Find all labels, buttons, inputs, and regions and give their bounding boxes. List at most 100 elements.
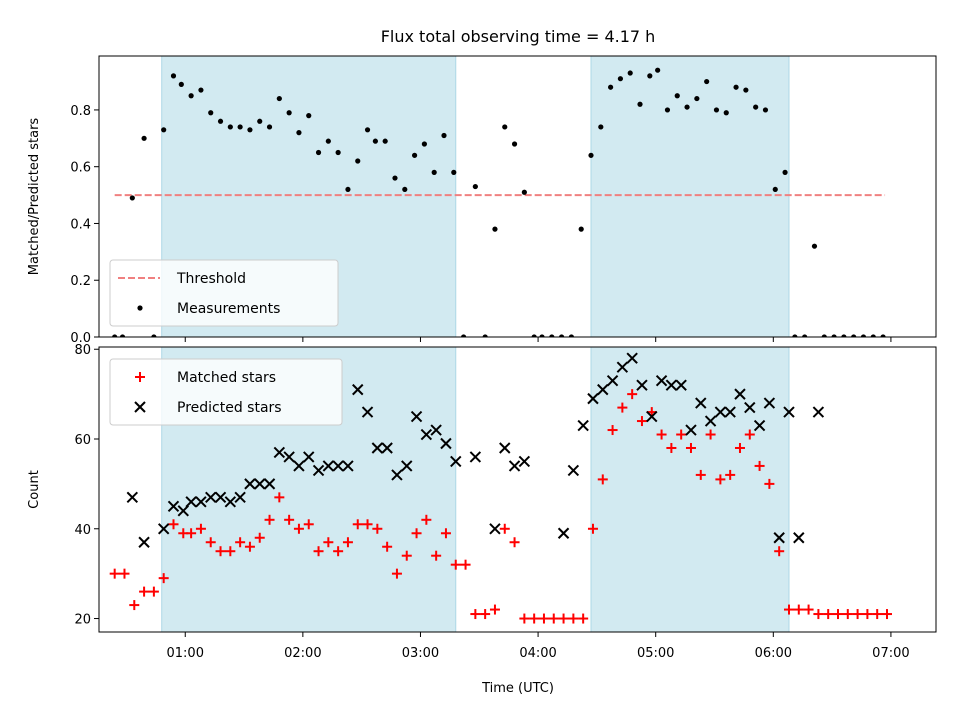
- y-tick-label: 80: [74, 343, 91, 358]
- predicted-point: [254, 478, 266, 490]
- x-tick-label: 03:00: [402, 646, 439, 661]
- measurement-point: [382, 138, 388, 144]
- predicted-point: [724, 406, 736, 418]
- measurement-point: [325, 138, 331, 144]
- measurement-point: [178, 81, 184, 87]
- matched-point: [519, 613, 530, 624]
- matched-point: [109, 568, 120, 579]
- matched-point: [734, 442, 745, 453]
- measurement-point: [364, 127, 371, 133]
- predicted-point: [655, 374, 668, 387]
- measurement-point: [141, 135, 147, 141]
- predicted-point: [167, 500, 180, 513]
- measurement-point: [112, 334, 118, 337]
- measurement-point: [119, 334, 126, 337]
- y-tick-label: 20: [74, 613, 91, 628]
- matched-point: [264, 514, 275, 525]
- matched-point: [764, 478, 775, 489]
- measurement-point: [296, 130, 302, 136]
- x-tick-label: 01:00: [167, 646, 204, 661]
- matched-point: [352, 519, 363, 530]
- measurement-point: [723, 110, 729, 116]
- predicted-point: [430, 424, 442, 436]
- matched-point: [774, 546, 785, 557]
- matched-point: [303, 519, 314, 530]
- measurement-point: [588, 152, 594, 158]
- y-tick-label: 0.2: [70, 274, 91, 289]
- measurement-point: [860, 334, 867, 337]
- matched-point: [607, 425, 618, 436]
- predicted-point: [205, 491, 217, 504]
- shaded-interval-2: [590, 346, 790, 633]
- matched-point: [568, 613, 579, 624]
- measurement-point: [402, 186, 408, 193]
- measurement-point: [772, 186, 778, 193]
- matched-point: [440, 528, 451, 539]
- figure-title: Flux total observing time = 4.17 h: [381, 27, 656, 46]
- predicted-point: [342, 460, 354, 472]
- predicted-point: [508, 460, 521, 472]
- matched-point: [470, 609, 481, 620]
- matched-point: [548, 613, 559, 624]
- predicted-point: [234, 491, 246, 504]
- matched-point: [186, 528, 197, 539]
- matched-point: [284, 514, 295, 525]
- measurement-point: [472, 183, 478, 190]
- shaded-interval-2: [590, 55, 790, 338]
- y-tick-label: 0.8: [70, 104, 91, 119]
- predicted-point: [293, 460, 305, 472]
- matched-point: [333, 546, 344, 557]
- legend-predicted-marker: [134, 401, 146, 413]
- measurement-point: [870, 334, 876, 337]
- predicted-point: [450, 455, 462, 468]
- axes-frame: [98, 346, 937, 633]
- matched-point: [754, 460, 765, 471]
- predicted-point: [185, 496, 197, 508]
- predicted-point: [597, 383, 609, 396]
- predicted-point: [224, 496, 237, 508]
- measurement-point: [431, 169, 437, 175]
- measurement-point: [821, 334, 827, 337]
- predicted-point: [763, 397, 776, 409]
- matched-point: [715, 474, 726, 485]
- predicted-point: [138, 536, 150, 548]
- predicted-point: [704, 415, 717, 427]
- measurement-point: [531, 334, 537, 337]
- matched-point: [450, 559, 461, 570]
- matched-point: [705, 429, 716, 440]
- matched-point: [215, 546, 226, 557]
- measurement-point: [460, 334, 467, 337]
- matched-point: [597, 474, 608, 485]
- predicted-point: [244, 478, 256, 490]
- measurement-point: [315, 149, 322, 156]
- measurement-point: [539, 334, 545, 337]
- predicted-point: [518, 455, 531, 468]
- predicted-point: [714, 406, 727, 418]
- ratio-panel: 0.0 0.2 0.4 0.6 0.8 Matched/Predicted stars Th…: [27, 55, 937, 346]
- matched-point: [391, 568, 402, 579]
- x-tick-label: 06:00: [755, 646, 792, 661]
- matched-point: [744, 429, 755, 440]
- predicted-point: [557, 527, 570, 539]
- predicted-point: [675, 379, 687, 391]
- measurement-point: [831, 334, 837, 337]
- measurement-point: [743, 87, 749, 93]
- matched-point: [617, 402, 628, 413]
- measurement-point: [237, 124, 243, 130]
- plot-area: [112, 67, 886, 337]
- predicted-point: [214, 491, 227, 504]
- measurement-point: [227, 124, 233, 130]
- matched-point: [499, 523, 510, 534]
- matched-point: [225, 546, 236, 557]
- matched-point: [558, 613, 569, 624]
- predicted-point: [685, 424, 697, 436]
- matched-point: [148, 586, 159, 597]
- measurement-point: [549, 334, 555, 337]
- plot-area: [109, 352, 892, 624]
- y-axis-label: Count: [27, 470, 42, 509]
- matched-point: [254, 532, 265, 543]
- legend: Matched stars Predicted stars: [109, 358, 343, 426]
- predicted-point: [567, 464, 580, 477]
- measurement-point: [392, 175, 398, 181]
